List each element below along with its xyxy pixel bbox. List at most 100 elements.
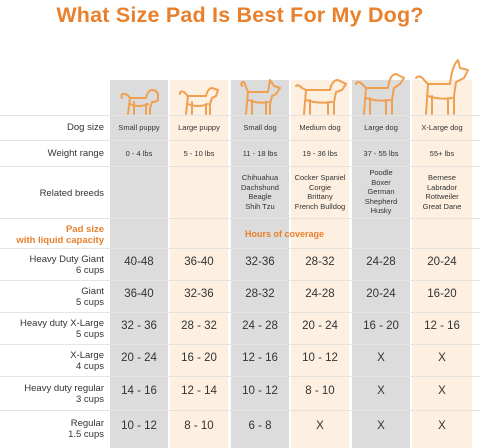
breed-name: Chihuahua [241, 173, 279, 182]
pad-capacity: 3 cups [76, 394, 104, 405]
pad-label-xlarge: X-Large 4 cups [0, 350, 104, 372]
pad-capacity: 5 cups [76, 329, 104, 340]
hours-cell: 16 - 20 [363, 320, 399, 332]
hours-cell: 12 - 14 [181, 385, 217, 397]
pad-capacity: 1.5 cups [68, 429, 104, 440]
pad-capacity: 5 cups [76, 297, 104, 308]
breed-name: Shih Tzu [245, 201, 275, 211]
pad-name: Heavy Duty Giant [29, 254, 104, 265]
dog-size-cell: Medium dog [299, 123, 341, 132]
pad-label-giant: Giant 5 cups [0, 286, 104, 308]
weight-cell: 55+ lbs [429, 149, 455, 158]
breeds-cell: Poodle Boxer German Shepherd Husky [352, 168, 410, 216]
breed-name: Poodle [369, 168, 393, 177]
pad-label-heavy-duty-regular: Heavy duty regular 3 cups [0, 383, 104, 405]
large-puppy-icon [176, 82, 222, 116]
breeds-cell: Cocker Spaniel Corgie Brittany French Bu… [289, 173, 351, 211]
weight-cell: 5 - 10 lbs [183, 149, 215, 158]
weight-cell: 0 - 4 lbs [125, 149, 153, 158]
hours-cell: 10 - 12 [242, 385, 278, 397]
hours-cell: X [377, 352, 385, 364]
column-bg-xlarge-dog [412, 80, 472, 448]
pad-name: Heavy duty regular [24, 383, 104, 394]
weight-cell: 19 - 36 lbs [302, 149, 338, 158]
hours-cell: 12 - 16 [242, 352, 278, 364]
hours-cell: 10 - 12 [302, 352, 338, 364]
hours-cell: 36-40 [124, 288, 154, 300]
divider [0, 248, 480, 249]
breed-name: Cocker Spaniel [294, 173, 346, 182]
divider [0, 312, 480, 313]
dog-size-cell: Large dog [364, 123, 398, 132]
hours-cell: 20-24 [366, 288, 396, 300]
pad-label-heavy-duty-xlarge: Heavy duty X-Large 5 cups [0, 318, 104, 340]
dog-size-cell: X-Large dog [421, 123, 463, 132]
divider [0, 115, 480, 116]
dog-size-cell: Small dog [243, 123, 277, 132]
pad-name: Regular [70, 418, 104, 429]
breed-name: Dachshund [241, 182, 279, 192]
hours-cell: 14 - 16 [121, 385, 157, 397]
column-bg-large-dog [352, 80, 410, 448]
hours-cell: X [438, 385, 446, 397]
pad-label-heavy-duty-giant: Heavy Duty Giant 6 cups [0, 254, 104, 276]
page-title: What Size Pad Is Best For My Dog? [56, 3, 424, 27]
hours-cell: 32-36 [245, 256, 275, 268]
hours-cell: 24 - 28 [242, 320, 278, 332]
pad-name: Heavy duty X-Large [20, 318, 104, 329]
pad-name: Giant [81, 286, 104, 297]
pad-capacity: 6 cups [76, 265, 104, 276]
hours-cell: 8 - 10 [184, 420, 214, 432]
pad-size-subtitle: with liquid capacity [16, 235, 104, 246]
row-label-pad-size: Pad size with liquid capacity [0, 224, 104, 246]
weight-cell: 37 - 55 lbs [363, 149, 399, 158]
hours-cell: 6 - 8 [248, 420, 272, 432]
pad-size-title: Pad size [65, 224, 104, 235]
small-puppy-icon [118, 84, 162, 116]
large-dog-icon [354, 66, 408, 116]
pad-label-regular: Regular 1.5 cups [0, 418, 104, 440]
hours-cell: 32 - 36 [121, 320, 157, 332]
hours-cell: 36-40 [184, 256, 214, 268]
divider [0, 280, 480, 281]
hours-cell: 20 - 24 [121, 352, 157, 364]
hours-cell: 28 - 32 [181, 320, 217, 332]
dog-size-cell: Large puppy [178, 123, 220, 132]
hours-cell: 10 - 12 [121, 420, 157, 432]
divider [0, 140, 480, 141]
xlarge-dog-icon [414, 56, 472, 116]
hours-cell: 20 - 24 [302, 320, 338, 332]
hours-cell: 16 - 20 [181, 352, 217, 364]
breed-name: Labrador [426, 182, 458, 192]
dog-size-cell: Small puppy [118, 123, 160, 132]
column-bg-small-puppy [110, 80, 168, 448]
breeds-cell: Chihuahua Dachshund Beagle Shih Tzu [231, 173, 289, 211]
breed-name: Boxer [371, 177, 391, 187]
hours-cell: 24-28 [305, 288, 335, 300]
hours-cell: X [438, 420, 446, 432]
hours-cell: 40-48 [124, 256, 154, 268]
breed-name: Bernese [428, 173, 456, 182]
divider [0, 218, 480, 219]
hours-cell: X [377, 420, 385, 432]
column-bg-large-puppy [170, 80, 228, 448]
breed-name: Corgie [308, 182, 332, 192]
hours-cell: X [316, 420, 324, 432]
breed-name: Brittany [307, 192, 333, 201]
medium-dog-icon [294, 74, 348, 116]
small-dog-icon [236, 76, 284, 116]
hours-cell: 28-32 [305, 256, 335, 268]
breed-name: Great Dane [422, 201, 462, 211]
weight-cell: 11 - 18 lbs [242, 149, 278, 158]
breed-name: Shepherd [364, 196, 398, 206]
row-label-related-breeds: Related breeds [39, 188, 104, 199]
divider [0, 410, 480, 411]
hours-cell: 28-32 [245, 288, 275, 300]
hours-cell: 32-36 [184, 288, 214, 300]
breed-name: Rottweiler [425, 192, 459, 201]
breed-name: Beagle [248, 192, 272, 201]
hours-cell: 16-20 [427, 288, 457, 300]
divider [0, 344, 480, 345]
row-label-weight-range: Weight range [47, 148, 104, 159]
breeds-cell: Bernese Labrador Rottweiler Great Dane [412, 173, 472, 211]
